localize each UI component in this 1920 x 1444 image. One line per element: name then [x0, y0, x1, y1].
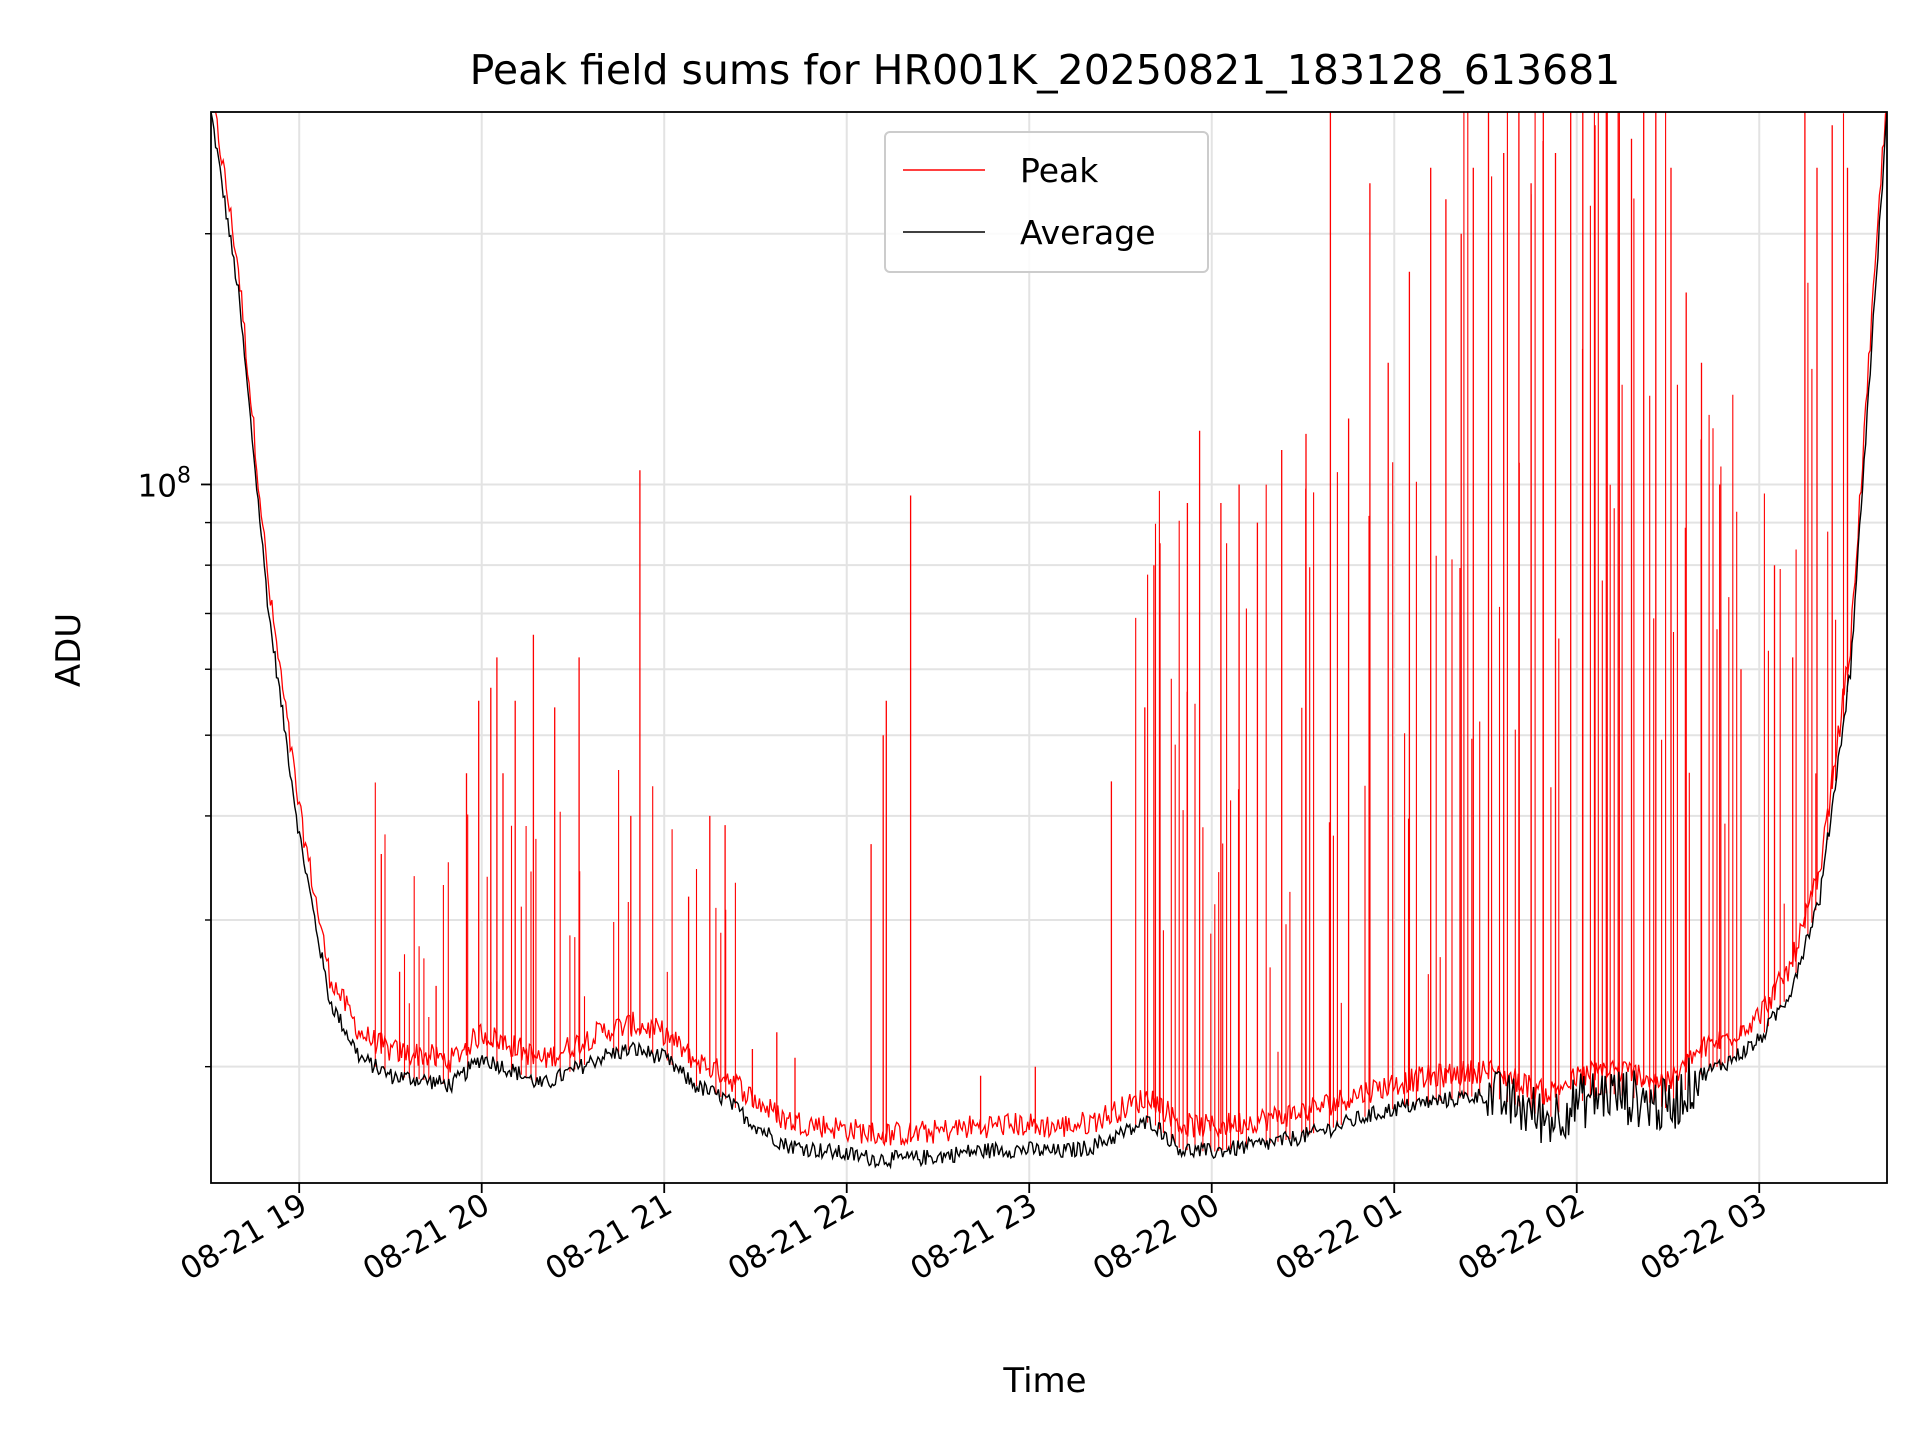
- plot-frame: [210, 111, 1888, 1184]
- y-tick-base: 10: [138, 468, 177, 504]
- x-axis-label: Time: [1002, 1361, 1086, 1401]
- average-series-line: [211, 112, 1887, 1170]
- peak-series-line: [211, 112, 1887, 1147]
- legend: Peak Average: [884, 131, 1209, 273]
- legend-box: [884, 131, 1209, 273]
- legend-label-average: Average: [1020, 213, 1156, 252]
- legend-label-peak: Peak: [1020, 151, 1099, 190]
- y-axis-label: ADU: [49, 613, 89, 687]
- peak-series-spikes: [374, 112, 1849, 1152]
- plot-area: [211, 112, 1887, 1170]
- y-tick-label: 108: [138, 463, 191, 504]
- chart-title: Peak field sums for HR001K_20250821_1831…: [470, 46, 1621, 94]
- y-axis: 108: [138, 233, 211, 1068]
- y-tick-exponent: 8: [177, 463, 191, 488]
- series-group: [211, 112, 1887, 1170]
